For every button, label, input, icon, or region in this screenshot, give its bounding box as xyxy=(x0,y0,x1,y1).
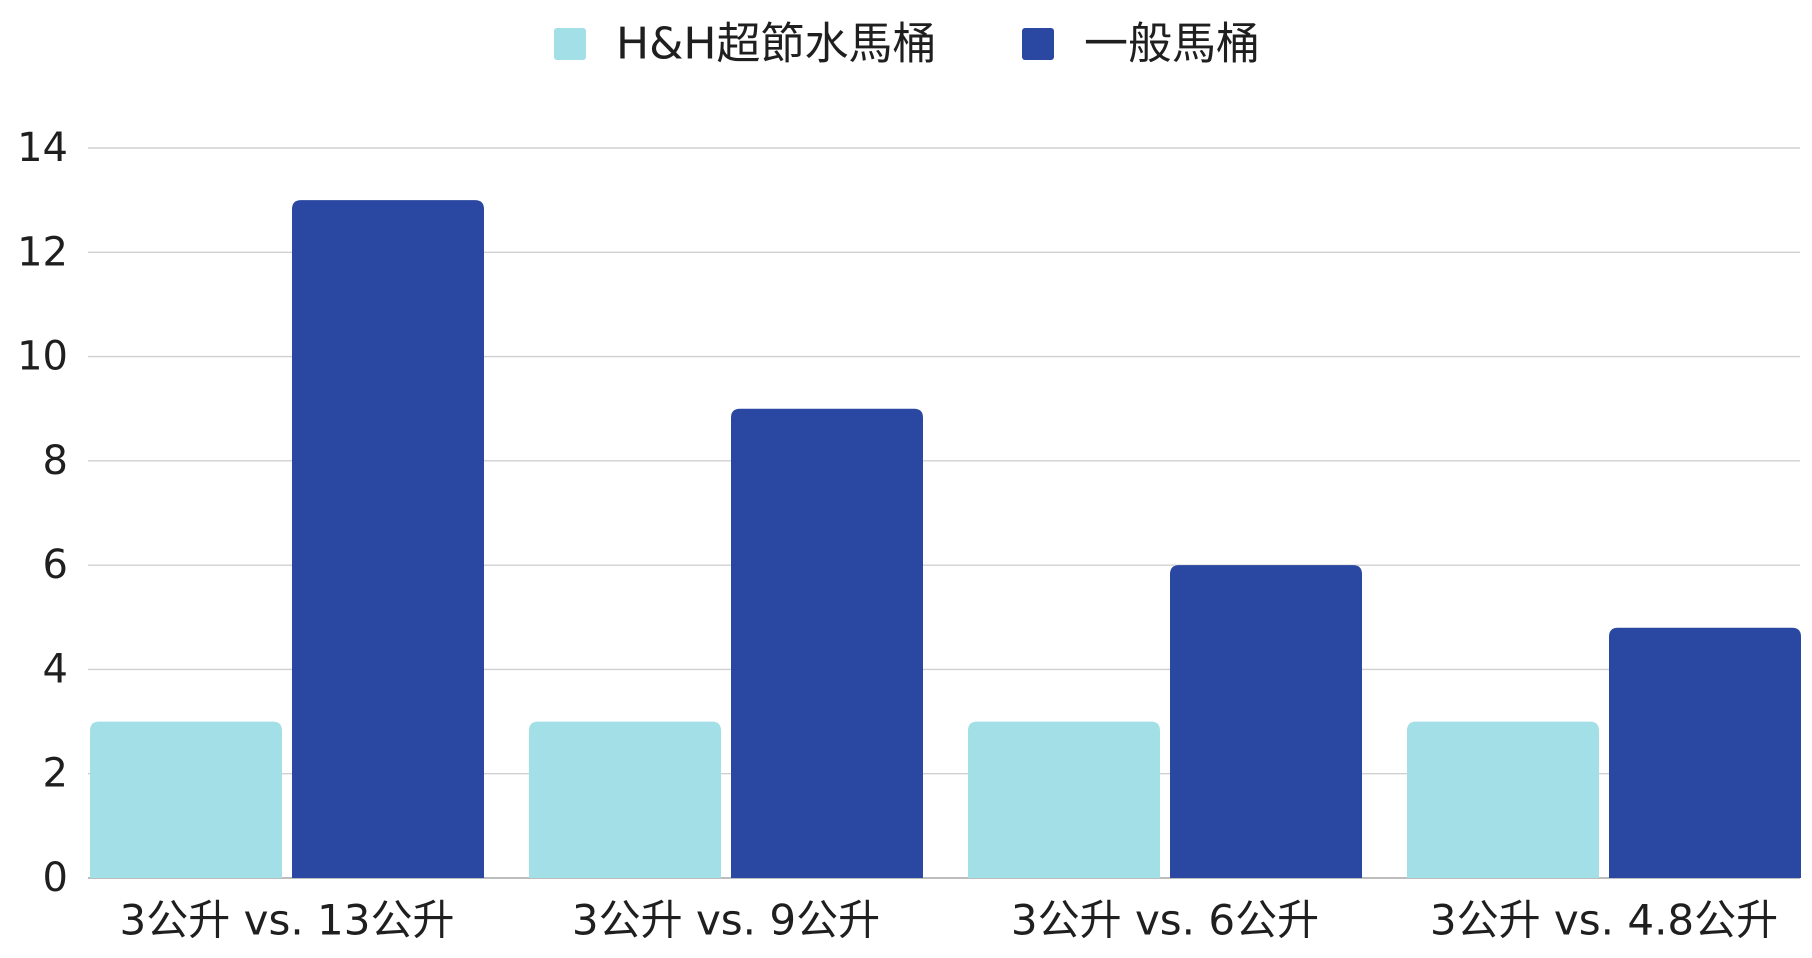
bar-regular-toilet xyxy=(1609,627,1801,878)
legend-swatch xyxy=(1022,28,1054,60)
legend-label: H&H超節水馬桶 xyxy=(616,19,936,70)
x-category-label: 3公升 vs. 13公升 xyxy=(120,896,455,945)
legend-swatch xyxy=(554,28,586,60)
y-tick-label: 6 xyxy=(43,542,68,588)
y-tick-label: 8 xyxy=(43,438,68,484)
y-tick-label: 12 xyxy=(17,229,68,275)
y-tick-label: 2 xyxy=(43,751,68,797)
y-tick-label: 14 xyxy=(17,125,68,171)
x-axis-categories: 3公升 vs. 13公升 3公升 vs. 9公升 3公升 vs. 6公升 3公升 vs… xyxy=(120,896,1779,945)
bars xyxy=(90,200,1801,879)
bar-hh-toilet xyxy=(968,721,1160,878)
y-tick-label: 4 xyxy=(43,646,68,692)
bar-hh-toilet xyxy=(1407,721,1599,878)
bar-regular-toilet xyxy=(1170,565,1362,878)
bar-hh-toilet xyxy=(529,721,721,878)
x-category-label: 3公升 vs. 6公升 xyxy=(1011,896,1319,945)
bar-hh-toilet xyxy=(90,721,282,878)
y-tick-label: 10 xyxy=(17,334,68,380)
legend-label: 一般馬桶 xyxy=(1084,19,1260,70)
x-category-label: 3公升 vs. 9公升 xyxy=(572,896,880,945)
x-category-label: 3公升 vs. 4.8公升 xyxy=(1430,896,1778,945)
bar-regular-toilet xyxy=(731,408,923,878)
legend: H&H超節水馬桶 一般馬桶 xyxy=(554,19,1260,70)
bar-regular-toilet xyxy=(292,200,484,879)
y-axis-ticks: 0 2 4 6 8 10 12 14 xyxy=(17,125,68,901)
y-tick-label: 0 xyxy=(43,855,68,901)
